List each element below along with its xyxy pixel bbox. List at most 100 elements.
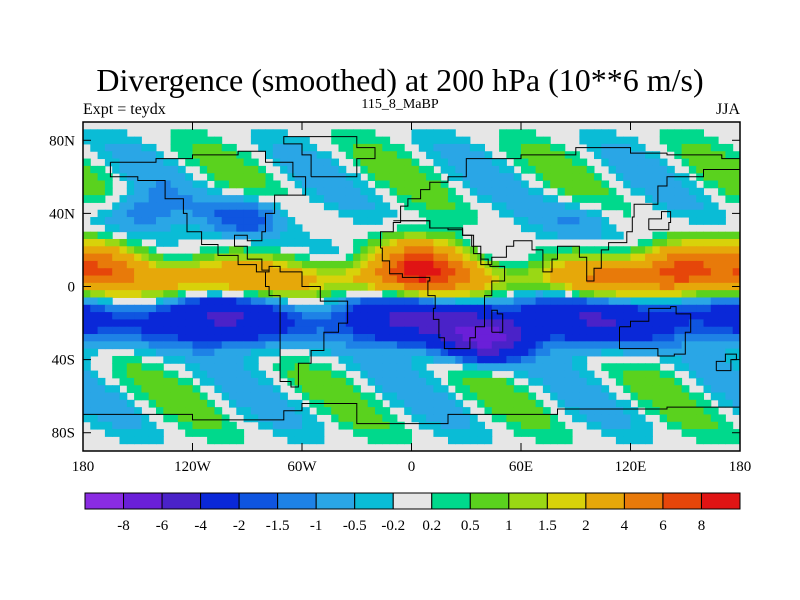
field-cell (148, 399, 157, 408)
field-cell (630, 436, 639, 445)
field-cell (623, 341, 631, 350)
field-cell (535, 363, 544, 372)
field-cell (177, 297, 186, 306)
field-cell (338, 143, 347, 152)
field-cell (229, 312, 237, 320)
field-cell (302, 319, 310, 328)
field-cell (83, 158, 91, 167)
field-cell (367, 231, 376, 240)
field-cell (623, 312, 631, 320)
field-cell (535, 370, 544, 379)
field-cell (557, 202, 566, 211)
field-cell (389, 165, 398, 174)
field-cell (696, 377, 704, 386)
field-cell (469, 385, 478, 394)
field-cell (353, 429, 361, 437)
field-cell (688, 290, 697, 298)
field-cell (90, 290, 99, 298)
field-cell (177, 385, 186, 394)
field-cell (703, 436, 712, 445)
field-cell (389, 363, 398, 372)
field-cell (674, 399, 683, 408)
field-cell (323, 151, 332, 160)
field-cell (141, 341, 150, 350)
experiment-label: Expt = teydx (83, 101, 166, 118)
field-cell (572, 282, 580, 291)
field-cell (550, 348, 558, 357)
field-cell (353, 319, 361, 328)
field-cell (170, 173, 179, 181)
field-cell (426, 312, 434, 320)
field-cell (608, 370, 617, 379)
field-cell (170, 319, 179, 328)
field-cell (272, 129, 281, 138)
field-cell (623, 209, 631, 218)
field-cell (134, 246, 142, 255)
field-cell (302, 326, 310, 335)
field-cell (572, 260, 580, 269)
field-cell (448, 297, 456, 306)
field-cell (177, 180, 186, 189)
field-cell (681, 275, 690, 284)
field-cell (667, 385, 675, 394)
field-cell (192, 326, 201, 335)
field-cell (535, 173, 544, 181)
colorbar-swatch (161, 492, 202, 510)
field-cell (141, 195, 150, 203)
field-cell (382, 173, 391, 181)
field-cell (382, 151, 391, 160)
field-cell (141, 377, 150, 386)
field-cell (594, 268, 602, 277)
field-cell (477, 326, 485, 335)
field-cell (718, 275, 726, 284)
field-cell (331, 304, 339, 313)
field-cell (557, 429, 566, 437)
field-cell (484, 392, 493, 401)
field-cell (119, 260, 128, 269)
field-cell (550, 326, 558, 335)
field-cell (732, 436, 741, 445)
field-cell (236, 268, 245, 277)
field-cell (462, 363, 471, 372)
field-cell (156, 319, 164, 328)
field-cell (265, 151, 274, 160)
field-cell (396, 275, 405, 284)
field-cell (506, 334, 515, 342)
field-cell (229, 158, 237, 167)
field-cell (309, 312, 318, 320)
field-cell (652, 341, 661, 350)
field-cell (90, 334, 99, 342)
field-cell (258, 290, 266, 298)
field-cell (396, 355, 405, 364)
field-cell (477, 187, 485, 196)
field-cell (229, 246, 237, 255)
field-cell (696, 165, 704, 174)
field-cell (696, 429, 704, 437)
field-cell (440, 312, 449, 320)
field-cell (469, 165, 478, 174)
field-cell (265, 231, 274, 240)
field-cell (316, 260, 325, 269)
field-cell (608, 326, 617, 335)
field-cell (542, 334, 551, 342)
field-cell (148, 253, 157, 262)
field-cell (637, 341, 646, 350)
field-cell (411, 326, 420, 335)
field-cell (645, 180, 653, 189)
field-cell (214, 173, 223, 181)
field-cell (725, 187, 734, 196)
field-cell (229, 209, 237, 218)
field-cell (681, 392, 690, 401)
field-cell (272, 429, 281, 437)
field-cell (601, 202, 610, 211)
field-cell (382, 165, 391, 174)
field-cell (287, 414, 296, 423)
field-cell (418, 282, 427, 291)
field-cell (586, 129, 595, 138)
field-cell (455, 421, 464, 430)
field-cell (440, 136, 449, 145)
field-cell (521, 348, 529, 357)
field-cell (681, 195, 690, 203)
field-cell (455, 202, 464, 211)
